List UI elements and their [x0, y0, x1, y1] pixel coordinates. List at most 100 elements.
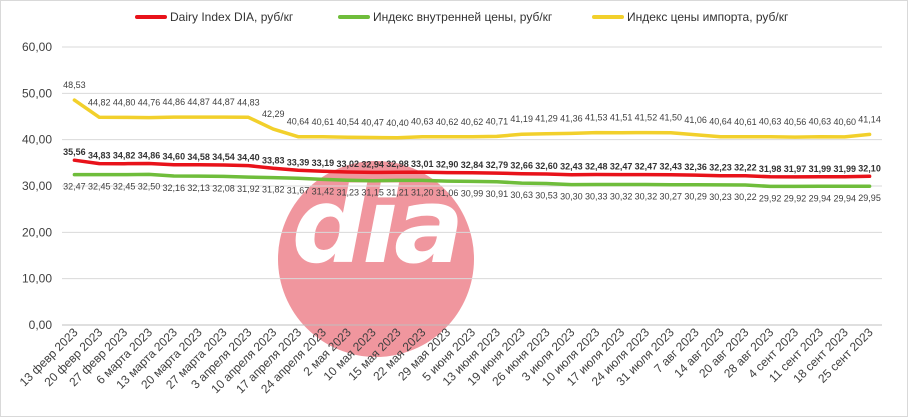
- data-label: 32,90: [436, 160, 459, 170]
- data-label: 32,47: [63, 182, 86, 192]
- data-label: 40,60: [833, 117, 856, 127]
- data-label: 32,79: [486, 160, 509, 170]
- data-label: 32,47: [610, 162, 633, 172]
- data-label: 40,54: [336, 117, 359, 127]
- data-label: 41,36: [560, 113, 583, 123]
- y-tick-label: 0,00: [29, 318, 53, 332]
- data-label: 32,45: [113, 182, 136, 192]
- data-label: 32,36: [684, 162, 707, 172]
- data-label: 32,45: [88, 182, 111, 192]
- y-tick-label: 10,00: [22, 272, 52, 286]
- data-label: 33,01: [411, 159, 434, 169]
- y-tick-label: 40,00: [22, 133, 52, 147]
- data-label: 29,92: [759, 193, 782, 203]
- data-label: 31,23: [336, 187, 359, 197]
- data-label: 30,33: [585, 191, 608, 201]
- data-label: 31,21: [386, 187, 409, 197]
- data-label: 48,53: [63, 80, 86, 90]
- data-label: 30,53: [535, 191, 558, 201]
- data-label: 30,63: [510, 190, 533, 200]
- data-label: 32,22: [734, 163, 757, 173]
- data-label: 31,92: [237, 184, 260, 194]
- data-label: 31,82: [262, 185, 285, 195]
- data-label: 29,94: [833, 193, 856, 203]
- data-label: 44,80: [113, 97, 136, 107]
- data-label: 40,47: [361, 117, 384, 127]
- data-label: 34,83: [88, 151, 111, 161]
- data-label: 30,27: [660, 192, 683, 202]
- data-label: 34,60: [163, 152, 186, 162]
- legend-label: Индекс внутренней цены, руб/кг: [373, 10, 553, 24]
- y-tick-label: 20,00: [22, 225, 52, 239]
- data-label: 41,19: [510, 114, 533, 124]
- data-label: 41,14: [858, 114, 881, 124]
- data-label: 31,99: [809, 164, 832, 174]
- data-label: 32,43: [660, 162, 683, 172]
- data-label: 30,29: [684, 192, 707, 202]
- data-label: 32,98: [386, 159, 409, 169]
- data-label: 31,99: [833, 164, 856, 174]
- data-label: 42,29: [262, 109, 285, 119]
- data-label: 31,67: [287, 185, 310, 195]
- data-label: 29,94: [809, 193, 832, 203]
- data-label: 34,58: [187, 152, 210, 162]
- logo-circle: [278, 161, 474, 357]
- data-label: 32,66: [510, 161, 533, 171]
- y-tick-label: 60,00: [22, 40, 52, 54]
- data-label: 33,39: [287, 157, 310, 167]
- data-label: 34,40: [237, 153, 260, 163]
- data-label: 41,51: [610, 113, 633, 123]
- legend-label: Dairy Index DIA, руб/кг: [170, 10, 294, 24]
- data-label: 30,22: [734, 192, 757, 202]
- data-label: 29,95: [858, 193, 881, 203]
- data-label: 34,82: [113, 151, 136, 161]
- data-label: 32,60: [535, 161, 558, 171]
- data-label: 32,47: [635, 162, 658, 172]
- data-label: 40,56: [784, 117, 807, 127]
- data-label: 32,10: [858, 163, 881, 173]
- y-axis: 0,00 10,00 20,00 30,00 40,00 50,00 60,00: [22, 40, 52, 332]
- series-lines: [72, 98, 872, 189]
- data-label: 41,06: [684, 115, 707, 125]
- data-label: 31,97: [784, 164, 807, 174]
- data-label: 31,42: [312, 186, 335, 196]
- data-label: 40,63: [759, 117, 782, 127]
- data-label: 30,99: [461, 188, 484, 198]
- data-label: 34,86: [138, 150, 161, 160]
- data-label: 32,94: [361, 159, 384, 169]
- data-label: 32,13: [187, 183, 210, 193]
- data-label: 41,29: [535, 114, 558, 124]
- data-label: 44,82: [88, 97, 111, 107]
- data-label: 44,86: [163, 97, 186, 107]
- data-label: 32,50: [138, 181, 161, 191]
- data-label: 40,61: [312, 117, 335, 127]
- data-label: 33,83: [262, 155, 285, 165]
- data-label: 32,84: [461, 160, 484, 170]
- data-label: 31,15: [361, 188, 384, 198]
- data-label: 31,20: [411, 187, 434, 197]
- data-label: 41,53: [585, 113, 608, 123]
- data-label: 32,48: [585, 162, 608, 172]
- data-label: 32,16: [163, 183, 186, 193]
- data-label: 44,87: [212, 97, 235, 107]
- data-label: 40,61: [734, 117, 757, 127]
- series-line-0: [72, 158, 872, 179]
- data-label: 29,92: [784, 193, 807, 203]
- data-label: 44,87: [187, 97, 210, 107]
- dia-logo-watermark: dia: [278, 161, 474, 357]
- y-tick-label: 30,00: [22, 179, 52, 193]
- data-label: 40,71: [486, 116, 509, 126]
- data-label: 33,02: [336, 159, 359, 169]
- data-label: 40,62: [436, 117, 459, 127]
- data-label: 44,83: [237, 97, 260, 107]
- data-label: 30,32: [610, 192, 633, 202]
- data-label: 41,50: [660, 113, 683, 123]
- data-label: 31,98: [759, 164, 782, 174]
- data-label: 31,06: [436, 188, 459, 198]
- data-label: 32,23: [709, 163, 732, 173]
- data-label: 32,43: [560, 162, 583, 172]
- data-label: 32,08: [212, 183, 235, 193]
- logo-text: dia: [292, 165, 460, 287]
- data-label: 40,63: [411, 117, 434, 127]
